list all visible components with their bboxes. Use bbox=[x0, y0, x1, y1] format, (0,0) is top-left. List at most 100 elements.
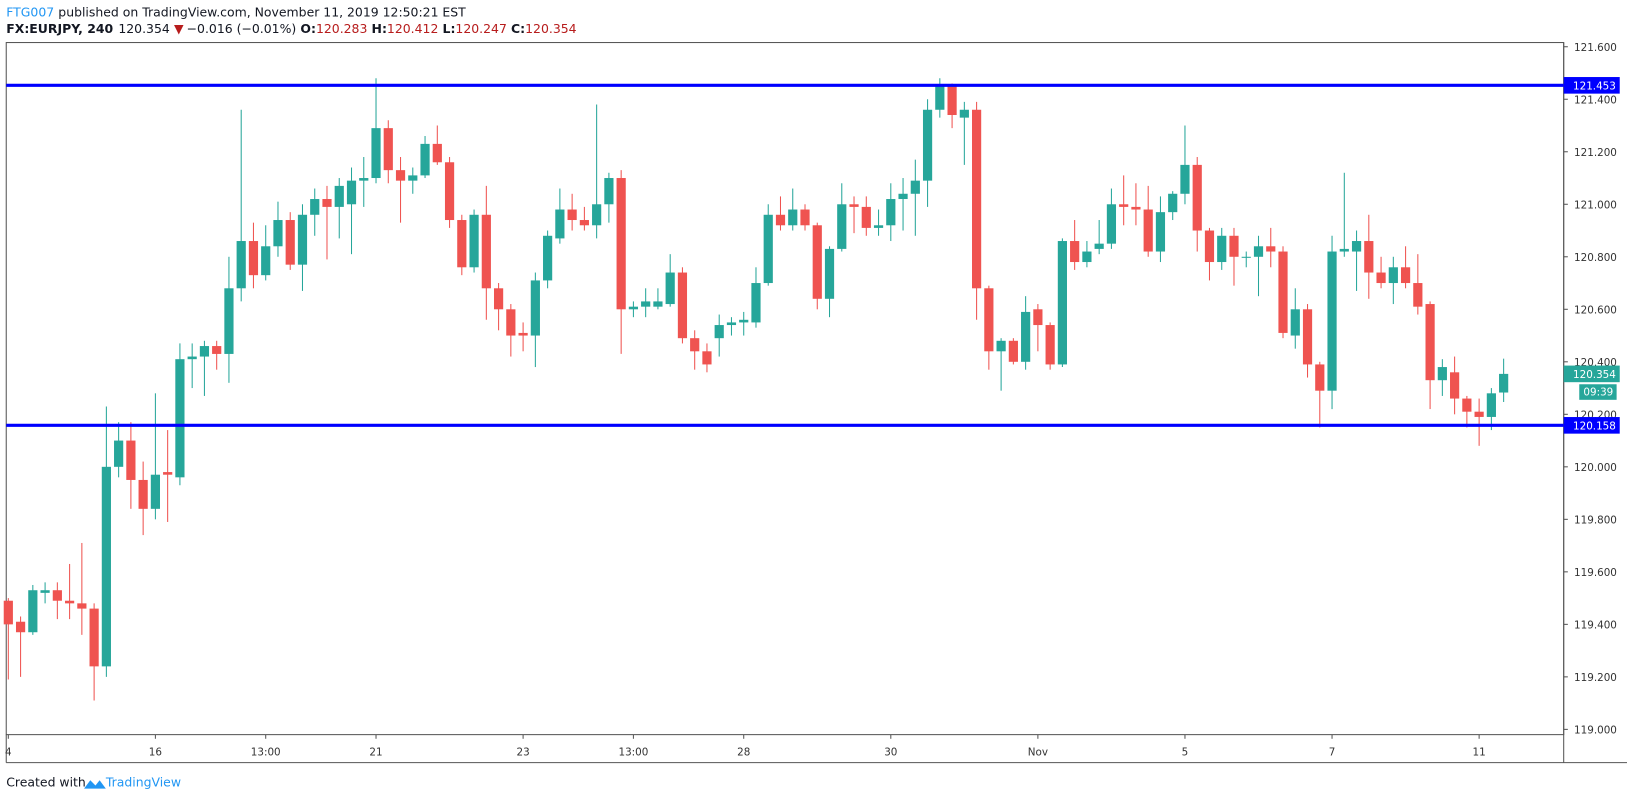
candle-body bbox=[346, 180, 357, 205]
price-tag bbox=[1563, 417, 1620, 434]
candle-body bbox=[175, 359, 185, 478]
published: published on TradingView.com, November 1… bbox=[58, 5, 466, 20]
candle-body bbox=[1168, 193, 1178, 213]
header-line: FTG007 published on TradingView.com, Nove… bbox=[6, 5, 466, 20]
candle-body bbox=[775, 214, 786, 226]
candle-body bbox=[1486, 393, 1496, 417]
candle-body bbox=[788, 209, 798, 226]
candle-body bbox=[1327, 251, 1337, 391]
last: 120.354 bbox=[118, 21, 170, 36]
candle-body bbox=[1057, 241, 1067, 365]
candle-body bbox=[1266, 246, 1276, 252]
y-tick-label: 120.000 bbox=[1574, 462, 1617, 474]
candle-body bbox=[1119, 204, 1129, 207]
candle-body bbox=[432, 143, 442, 163]
ohlc-label: O: bbox=[300, 21, 316, 36]
change: −0.016 (−0.01%) bbox=[187, 21, 297, 36]
candle-body bbox=[555, 209, 565, 239]
candle-body bbox=[641, 301, 651, 307]
y-tick-label: 121.400 bbox=[1574, 94, 1617, 106]
candle-body bbox=[763, 214, 773, 284]
candle-body bbox=[726, 322, 737, 326]
candle-body bbox=[89, 608, 99, 667]
candle-body bbox=[579, 220, 589, 226]
symbol-line: FX:EURJPY, 240 120.354 ▼ −0.016 (−0.01%) O: 1… bbox=[6, 21, 576, 36]
candle-body bbox=[212, 346, 222, 354]
candle-body bbox=[138, 479, 148, 509]
candle-body bbox=[408, 175, 418, 181]
candle-body bbox=[628, 306, 639, 310]
price-tag bbox=[1563, 77, 1620, 94]
candle-body bbox=[898, 193, 908, 200]
candle-body bbox=[114, 440, 124, 467]
candle-body bbox=[1106, 204, 1117, 244]
candle-body bbox=[359, 178, 369, 181]
candle-body bbox=[1364, 241, 1374, 273]
candle-body bbox=[1400, 267, 1411, 284]
candle-body bbox=[996, 340, 1006, 352]
y-tick-label: 119.000 bbox=[1574, 725, 1617, 737]
candle-body bbox=[273, 220, 283, 247]
brand[interactable]: TradingView bbox=[105, 775, 181, 790]
candle-body bbox=[1033, 309, 1043, 326]
candle-body bbox=[1082, 251, 1092, 263]
candle-body bbox=[371, 128, 381, 179]
candle-body bbox=[493, 288, 504, 310]
candle-body bbox=[1413, 283, 1423, 307]
candle-body bbox=[334, 185, 344, 207]
candle-body bbox=[1070, 241, 1080, 263]
candle-body bbox=[567, 209, 577, 221]
x-tick-label: 13:00 bbox=[251, 746, 281, 758]
candle-body bbox=[1229, 235, 1239, 257]
candle-body bbox=[261, 246, 271, 276]
candle-body bbox=[1388, 267, 1398, 284]
candle-body bbox=[1339, 248, 1349, 252]
y-tick-label: 119.800 bbox=[1574, 514, 1617, 526]
countdown-tag bbox=[1579, 384, 1617, 400]
candle-body bbox=[714, 325, 724, 339]
ohlc-value: 120.247 bbox=[455, 21, 506, 36]
candle-body bbox=[1241, 256, 1251, 258]
y-tick-label: 119.600 bbox=[1574, 567, 1617, 579]
candle-body bbox=[1143, 209, 1153, 252]
candle-body bbox=[824, 248, 835, 299]
candle-body bbox=[690, 338, 700, 352]
candle-body bbox=[1180, 164, 1190, 194]
candle-body bbox=[959, 109, 969, 118]
candle-body bbox=[1425, 304, 1435, 381]
direction: ▼ bbox=[174, 21, 184, 36]
candle-body bbox=[1462, 398, 1472, 412]
candle-body bbox=[665, 272, 675, 305]
candle-body bbox=[77, 603, 87, 609]
symbol: FX:EURJPY, 240 bbox=[6, 21, 113, 36]
candle-body bbox=[947, 86, 957, 116]
x-tick-label: 7 bbox=[1329, 746, 1336, 758]
candle-body bbox=[1021, 311, 1031, 362]
candle-body bbox=[1253, 246, 1264, 257]
candle-body bbox=[910, 180, 920, 194]
candle-body bbox=[653, 301, 663, 307]
candle-body bbox=[1315, 364, 1325, 391]
candle-body bbox=[420, 143, 430, 176]
x-tick-label: 11 bbox=[1473, 746, 1486, 758]
candle-body bbox=[702, 351, 712, 365]
candle-body bbox=[592, 204, 602, 226]
x-tick-label: 13:00 bbox=[618, 746, 648, 758]
ohlc-value: 120.354 bbox=[525, 21, 577, 36]
ohlc-label: L: bbox=[443, 21, 456, 36]
candle-body bbox=[187, 356, 197, 360]
x-tick-label: 30 bbox=[884, 746, 897, 758]
ohlc-value: 120.412 bbox=[387, 21, 438, 36]
candle-body bbox=[1437, 367, 1447, 381]
candle-body bbox=[739, 319, 749, 323]
candle-body bbox=[935, 86, 945, 110]
candle-body bbox=[1474, 411, 1484, 417]
candle-body bbox=[1204, 230, 1215, 263]
candle-body bbox=[800, 209, 810, 226]
ohlc-label: H: bbox=[372, 21, 387, 36]
author[interactable]: FTG007 bbox=[6, 5, 54, 20]
candle-body bbox=[248, 241, 259, 276]
candle-body bbox=[1376, 272, 1386, 284]
